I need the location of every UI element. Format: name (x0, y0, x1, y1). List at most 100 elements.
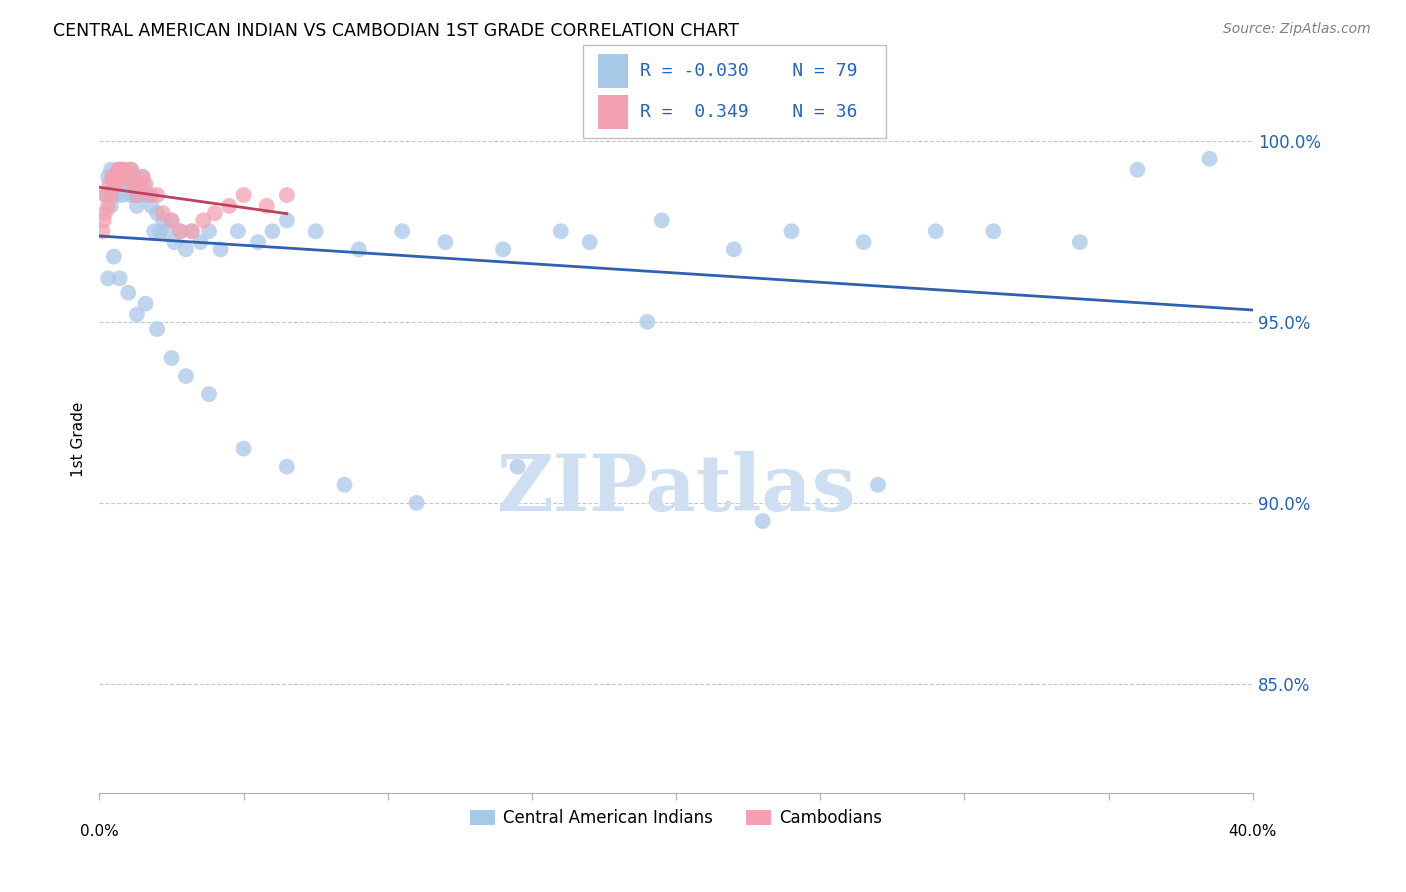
Point (180, 224, 202, 238)
Point (1198, 152, 1220, 166)
Point (506, 459, 529, 474)
Legend: Central American Indians, Cambodians: Central American Indians, Cambodians (463, 803, 889, 834)
Point (117, 177, 139, 191)
Point (852, 235, 875, 249)
Point (981, 224, 1004, 238)
Point (100, 162, 122, 177)
Point (128, 177, 150, 191)
Point (125, 177, 148, 191)
Point (232, 442, 254, 456)
Point (434, 235, 457, 249)
Point (492, 243, 515, 257)
Point (347, 243, 370, 257)
Point (114, 177, 136, 191)
Point (111, 169, 134, 184)
Point (152, 213, 174, 227)
Point (103, 250, 125, 264)
Point (193, 213, 215, 227)
Point (120, 162, 142, 177)
Text: ZIPatlas: ZIPatlas (496, 451, 856, 527)
Text: Source: ZipAtlas.com: Source: ZipAtlas.com (1223, 22, 1371, 37)
Text: 40.0%: 40.0% (1229, 824, 1277, 838)
Point (550, 224, 572, 238)
Point (141, 199, 163, 213)
Point (160, 351, 183, 365)
Point (149, 224, 172, 238)
Point (169, 224, 191, 238)
Point (180, 224, 202, 238)
Point (93, 213, 115, 227)
Point (103, 177, 125, 191)
Point (209, 243, 232, 257)
Point (131, 169, 153, 184)
Point (94, 206, 117, 220)
Point (751, 514, 773, 528)
Point (91, 224, 114, 238)
Text: R =  0.349    N = 36: R = 0.349 N = 36 (640, 103, 858, 121)
Point (97, 271, 120, 285)
Point (1126, 162, 1149, 177)
Text: R = -0.030    N = 79: R = -0.030 N = 79 (640, 62, 858, 79)
Point (114, 169, 136, 184)
Point (141, 188, 163, 202)
Point (190, 235, 212, 249)
Point (111, 162, 134, 177)
Point (152, 206, 174, 220)
Point (122, 188, 145, 202)
Point (204, 206, 226, 220)
Point (198, 387, 221, 401)
Text: CENTRAL AMERICAN INDIAN VS CAMBODIAN 1ST GRADE CORRELATION CHART: CENTRAL AMERICAN INDIAN VS CAMBODIAN 1ST… (53, 22, 740, 40)
Point (112, 169, 135, 184)
Point (247, 235, 270, 249)
Point (108, 162, 131, 177)
Point (198, 224, 221, 238)
Point (117, 285, 139, 300)
Point (108, 271, 131, 285)
Point (110, 169, 132, 184)
Y-axis label: 1st Grade: 1st Grade (72, 401, 86, 477)
Point (120, 162, 142, 177)
Point (276, 213, 298, 227)
Point (146, 188, 169, 202)
Point (169, 224, 191, 238)
Point (131, 177, 153, 191)
Point (117, 169, 139, 184)
Point (128, 188, 150, 202)
Point (117, 169, 139, 184)
Point (232, 188, 254, 202)
Point (97, 199, 120, 213)
Point (174, 369, 197, 384)
Point (125, 308, 148, 322)
Text: 0.0%: 0.0% (80, 824, 120, 838)
Point (163, 235, 186, 249)
Point (103, 177, 125, 191)
Point (125, 188, 148, 202)
Point (98, 177, 121, 191)
Point (160, 213, 183, 227)
Point (135, 188, 157, 202)
Point (107, 162, 129, 177)
Point (155, 224, 177, 238)
Point (101, 169, 124, 184)
Point (97, 169, 120, 184)
Point (100, 199, 122, 213)
Point (135, 177, 157, 191)
Point (174, 243, 197, 257)
Point (94, 188, 117, 202)
Point (105, 169, 128, 184)
Point (405, 496, 427, 510)
Point (108, 162, 131, 177)
Point (866, 477, 889, 491)
Point (125, 199, 148, 213)
Point (122, 169, 145, 184)
Point (256, 199, 278, 213)
Point (100, 188, 122, 202)
Point (131, 169, 153, 184)
Point (218, 199, 240, 213)
Point (146, 206, 169, 220)
Point (111, 188, 134, 202)
Point (1069, 235, 1091, 249)
Point (120, 188, 142, 202)
Point (651, 213, 673, 227)
Point (135, 296, 157, 310)
